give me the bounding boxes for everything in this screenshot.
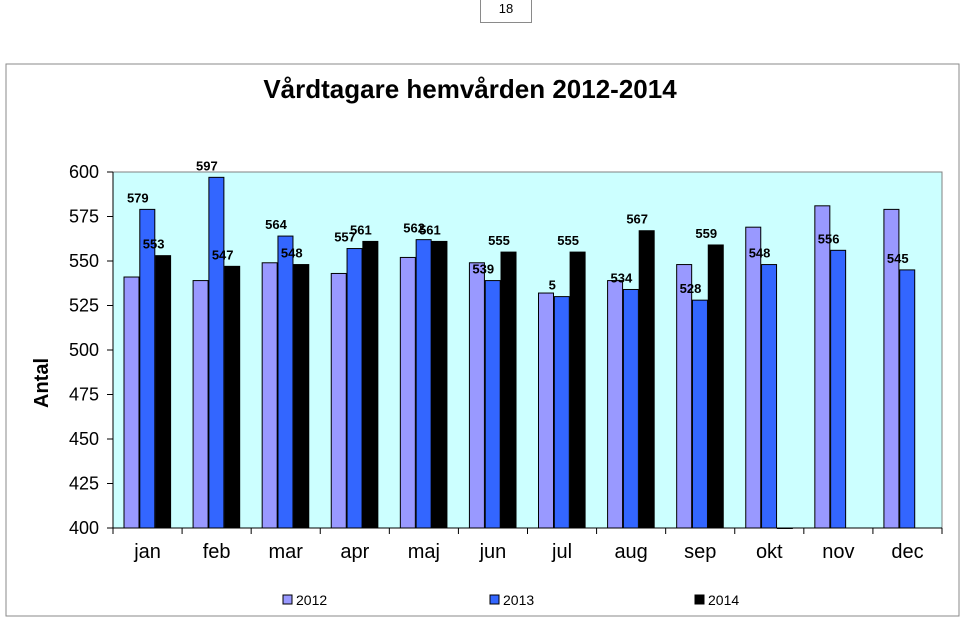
x-tick-label: jan — [133, 541, 161, 563]
bar-2013-sep — [691, 299, 708, 529]
bar-2013-jul — [553, 296, 570, 529]
data-label: 556 — [818, 231, 840, 246]
bar-2014-jan — [155, 255, 172, 529]
y-tick-label: 575 — [69, 207, 99, 227]
bar-2014-jun — [500, 251, 517, 529]
y-tick-label: 550 — [69, 251, 99, 271]
data-label: 5 — [549, 278, 556, 293]
x-tick-label: feb — [203, 541, 231, 563]
data-label: 545 — [887, 251, 909, 266]
x-tick-label: okt — [756, 541, 783, 563]
data-label: 547 — [212, 247, 234, 262]
legend-swatch-2012 — [282, 594, 293, 605]
y-tick-label: 450 — [69, 429, 99, 449]
bar-2012-okt — [745, 226, 762, 529]
chart-title: Vårdtagare hemvården 2012-2014 — [263, 74, 677, 104]
bar-2013-maj — [415, 239, 432, 529]
data-label: 528 — [680, 281, 702, 296]
bar-2014-mar — [293, 264, 310, 529]
data-label: 561 — [350, 222, 372, 237]
x-tick-label: jun — [479, 541, 507, 563]
bar-2013-feb — [208, 176, 225, 529]
y-tick-label: 500 — [69, 340, 99, 360]
bar-2012-feb — [192, 280, 209, 529]
bar-2012-apr — [330, 272, 347, 529]
bar-2012-jun — [468, 262, 485, 529]
y-tick-label: 600 — [69, 162, 99, 182]
x-axis: jan feb mar apr maj jun jul aug sep okt nov dec — [112, 527, 943, 563]
x-tick-label: jul — [551, 541, 572, 563]
legend-swatch-2014 — [694, 594, 705, 605]
bar-2014-sep — [707, 244, 724, 529]
data-label: 579 — [127, 190, 149, 205]
data-label: 567 — [626, 212, 648, 227]
bar-2014-aug — [638, 230, 655, 529]
bar-2013-jan — [139, 208, 156, 529]
data-label: 553 — [143, 237, 165, 252]
bar-2014-jul — [569, 251, 586, 529]
legend-label: 2013 — [503, 592, 534, 608]
x-tick-label: sep — [684, 541, 716, 563]
data-label: 561 — [419, 222, 441, 237]
bar-2013-apr — [346, 248, 363, 529]
data-label: 548 — [749, 246, 771, 261]
x-tick-label: dec — [891, 541, 923, 563]
bar-2014-maj — [431, 240, 448, 529]
bar-2012-maj — [399, 256, 416, 529]
data-label: 555 — [488, 233, 510, 248]
bar-2012-jul — [538, 292, 554, 529]
x-tick-label: aug — [614, 541, 647, 563]
bar-2013-aug — [622, 288, 639, 529]
legend-label: 2014 — [708, 592, 739, 608]
bar-2013-mar — [277, 235, 294, 529]
y-axis: 400 425 450 475 500 525 550 575 600 — [69, 162, 114, 538]
data-label: 555 — [557, 233, 579, 248]
data-label: 534 — [611, 270, 633, 285]
bar-2013-nov — [830, 249, 847, 529]
bar-2012-nov — [814, 205, 831, 529]
data-label: 539 — [472, 262, 494, 277]
data-label: 564 — [265, 217, 287, 232]
bar-2012-aug — [607, 280, 624, 529]
y-axis-label: Antal — [31, 358, 53, 408]
data-label: 559 — [695, 226, 717, 241]
x-tick-label: nov — [822, 541, 854, 563]
bar-2013-jun — [484, 280, 501, 529]
bar-2012-sep — [676, 264, 693, 529]
bar-2012-mar — [261, 262, 278, 529]
bar-2012-jan — [123, 276, 140, 529]
y-tick-label: 525 — [69, 296, 99, 316]
bar-2014-feb — [224, 265, 241, 529]
y-tick-label: 475 — [69, 385, 99, 405]
legend: 2012 2013 2014 — [282, 592, 739, 608]
bar-2013-okt — [761, 264, 778, 529]
bar-2014-apr — [362, 240, 379, 529]
data-label: 548 — [281, 246, 303, 261]
page-number: 18 — [480, 0, 532, 23]
legend-label: 2012 — [296, 592, 327, 608]
y-tick-label: 400 — [69, 518, 99, 538]
bar-2013-dec — [899, 269, 916, 529]
data-label: 597 — [196, 158, 218, 173]
data-label: 557 — [334, 230, 356, 245]
legend-swatch-2013 — [489, 594, 500, 605]
x-tick-label: maj — [408, 541, 440, 563]
data-label: 562 — [403, 221, 425, 236]
x-tick-label: mar — [268, 541, 303, 563]
x-tick-label: apr — [340, 541, 369, 563]
y-tick-label: 425 — [69, 474, 99, 494]
